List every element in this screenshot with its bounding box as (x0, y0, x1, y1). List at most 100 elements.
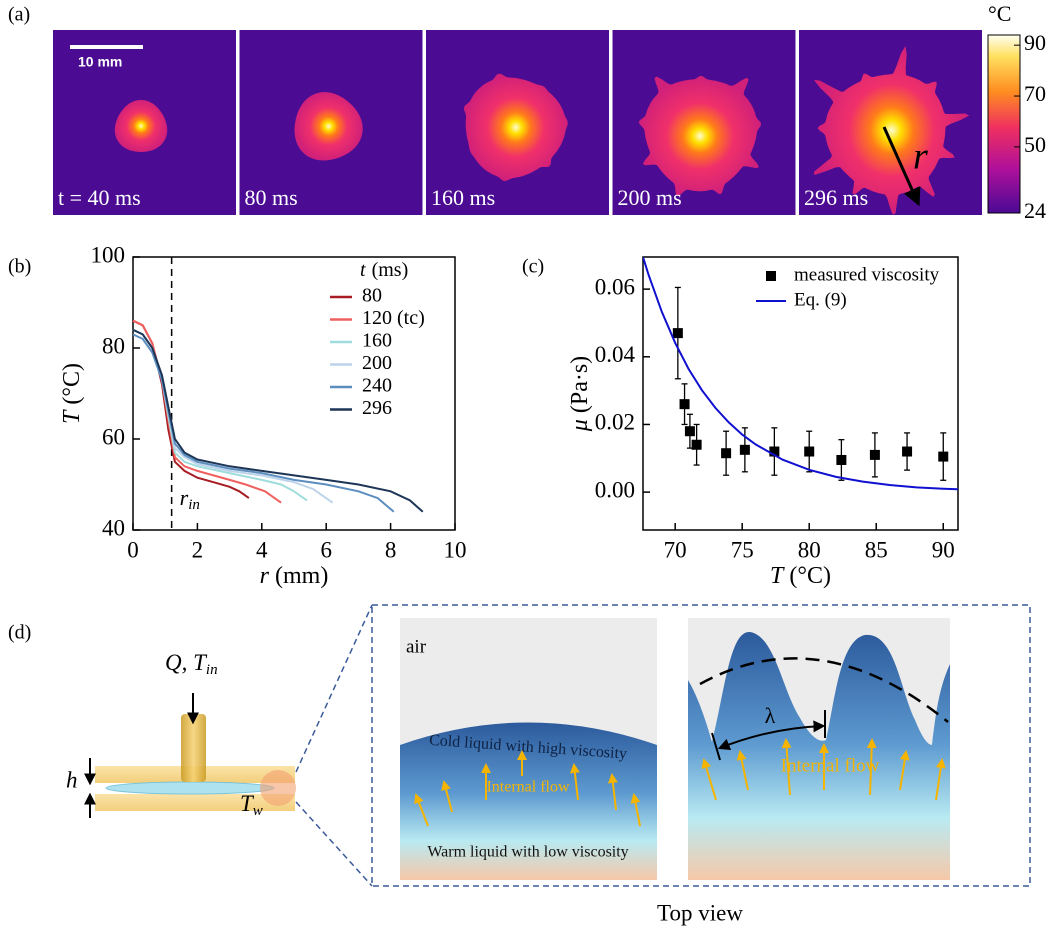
reference-label: rin (180, 485, 200, 513)
legend-label: measured viscosity (794, 264, 940, 285)
legend-title: t (ms) (360, 259, 408, 281)
y-tick-label: 40 (102, 515, 125, 540)
flow-arrows (414, 750, 641, 827)
data-point (721, 448, 732, 459)
lambda-tick (711, 732, 721, 761)
y-tick-label: 0.02 (595, 410, 635, 435)
label-symbol: t (360, 259, 366, 281)
colorbar (987, 34, 1021, 214)
data-point (691, 439, 702, 450)
data-point (836, 454, 847, 465)
y-axis-label: T (°C) (59, 363, 85, 424)
y-tick-label: 0.00 (595, 477, 635, 502)
flow-arrows (701, 738, 946, 801)
device: Q, Tin h Tw (66, 604, 373, 887)
data-point (938, 451, 949, 462)
legend-label: 120 (tc) (362, 307, 425, 329)
x-tick-label: 4 (256, 537, 268, 562)
right-view: λ Internal flow (688, 618, 950, 880)
label-symbol: r (260, 563, 270, 589)
panel-label: (b) (8, 256, 31, 278)
inlet-label: Q, Tin (165, 650, 218, 678)
label-unit: (mm) (275, 563, 328, 589)
label-symbol: μ (567, 419, 593, 432)
fingers (688, 631, 950, 880)
legend-label: 80 (362, 285, 382, 307)
wall-label: Tw (240, 791, 263, 819)
snapshots: t = 40 ms 80 ms 160 ms 200 ms 296 ms 10 mm r °C… (53, 1, 1046, 223)
x-axis-label: r (mm) (260, 563, 329, 589)
label-symbol: T (770, 563, 785, 589)
x-tick-label: 75 (731, 537, 754, 562)
series-line (132, 328, 424, 513)
gap-label: h (66, 767, 78, 792)
x-tick-label: 85 (865, 537, 888, 562)
zoom-line (295, 604, 373, 773)
legend-label: 160 (362, 330, 392, 352)
colorbar-tick-label: 90 (1024, 30, 1046, 55)
colorbar-tick-label: 24 (1024, 198, 1046, 223)
data-point (902, 446, 913, 457)
label-unit: (°C) (789, 563, 831, 589)
time-label: 296 ms (804, 185, 868, 210)
label-unit: (°C) (59, 363, 85, 405)
data-point (769, 446, 780, 457)
series-line (132, 319, 282, 504)
plot-frame (642, 256, 959, 531)
data-point (684, 426, 695, 437)
scale-label: 10 mm (78, 54, 122, 70)
series-line (132, 333, 395, 513)
droplet (813, 46, 970, 215)
data-point (804, 446, 815, 457)
needle (181, 714, 206, 782)
panel-label: (a) (8, 4, 30, 26)
caption: Top view (657, 900, 743, 925)
y-tick-label: 60 (102, 424, 125, 449)
panel-label: (d) (8, 622, 31, 644)
label-sub: w (253, 803, 263, 819)
colorbar-tick-label: 70 (1024, 81, 1046, 106)
label-symbol: T (59, 409, 85, 424)
label-unit: (Pa·s) (567, 356, 593, 413)
legend-swatch (766, 271, 776, 281)
base-arc (699, 657, 949, 723)
colorbar-tick-label: 50 (1024, 132, 1046, 157)
droplet (463, 73, 568, 182)
legend-label: 240 (362, 375, 392, 397)
legend-label: 200 (362, 352, 392, 374)
label-text: T (240, 791, 255, 816)
x-tick-label: 8 (385, 537, 397, 562)
x-tick-label: 80 (798, 537, 821, 562)
y-tick-label: 80 (102, 333, 125, 358)
time-label: t = 40 ms (58, 185, 141, 210)
time-label: 80 ms (245, 185, 298, 210)
zoom-line (295, 801, 373, 887)
zoom-spot (260, 770, 296, 806)
label-sub: in (206, 662, 218, 678)
x-tick-label: 2 (192, 537, 204, 562)
y-tick-label: 0.06 (595, 274, 635, 299)
data-point (739, 444, 750, 455)
droplet (638, 75, 762, 197)
label-unit: (ms) (372, 259, 409, 281)
x-tick-label: 70 (664, 537, 687, 562)
label-text: r (180, 485, 189, 510)
left-view: air Cold liquid with high viscosity Inte… (400, 618, 657, 880)
time-label: 160 ms (431, 185, 495, 210)
data-point (672, 328, 683, 339)
label-sub: in (188, 497, 200, 513)
radius-arrow (882, 126, 921, 207)
time-label: 200 ms (618, 185, 682, 210)
warm-label: Warm liquid with low viscosity (427, 844, 628, 861)
legend-label: Eq. (9) (794, 289, 847, 310)
plot-frame (132, 256, 456, 531)
x-tick-label: 90 (932, 537, 955, 562)
bottom-plate (95, 794, 295, 811)
lambda-arrow (717, 720, 826, 751)
y-axis-label: μ (Pa·s) (567, 356, 593, 432)
x-tick-label: 6 (320, 537, 332, 562)
droplet (114, 100, 168, 152)
label-text: Q, T (165, 650, 208, 675)
fit-line (643, 257, 958, 491)
y-tick-label: 100 (91, 242, 126, 267)
